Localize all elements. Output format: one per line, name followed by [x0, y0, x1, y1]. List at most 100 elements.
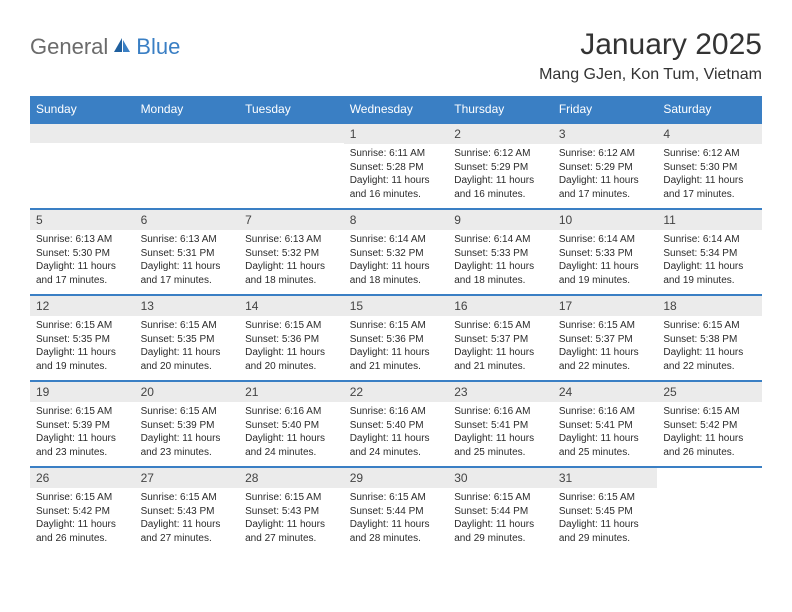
sunrise-text: Sunrise: 6:13 AM	[36, 233, 129, 247]
daylight-text: Daylight: 11 hours and 24 minutes.	[350, 432, 443, 459]
day-number: 6	[135, 210, 240, 230]
daylight-text: Daylight: 11 hours and 29 minutes.	[559, 518, 652, 545]
day-body: Sunrise: 6:15 AMSunset: 5:45 PMDaylight:…	[553, 488, 658, 549]
day-cell: 31Sunrise: 6:15 AMSunset: 5:45 PMDayligh…	[553, 467, 658, 553]
day-header-fri: Friday	[553, 96, 658, 123]
day-cell: 4Sunrise: 6:12 AMSunset: 5:30 PMDaylight…	[657, 123, 762, 209]
brand-part1: General	[30, 34, 108, 60]
day-body: Sunrise: 6:15 AMSunset: 5:44 PMDaylight:…	[344, 488, 449, 549]
day-number: 14	[239, 296, 344, 316]
day-body: Sunrise: 6:15 AMSunset: 5:37 PMDaylight:…	[448, 316, 553, 377]
daylight-text: Daylight: 11 hours and 24 minutes.	[245, 432, 338, 459]
day-number: 26	[30, 468, 135, 488]
day-cell: 30Sunrise: 6:15 AMSunset: 5:44 PMDayligh…	[448, 467, 553, 553]
day-cell: 15Sunrise: 6:15 AMSunset: 5:36 PMDayligh…	[344, 295, 449, 381]
day-body: Sunrise: 6:12 AMSunset: 5:30 PMDaylight:…	[657, 144, 762, 205]
day-header-tue: Tuesday	[239, 96, 344, 123]
day-number: 17	[553, 296, 658, 316]
page-header: General Blue January 2025 Mang GJen, Kon…	[30, 28, 762, 84]
day-number: 15	[344, 296, 449, 316]
day-body: Sunrise: 6:13 AMSunset: 5:32 PMDaylight:…	[239, 230, 344, 291]
daylight-text: Daylight: 11 hours and 26 minutes.	[663, 432, 756, 459]
sunrise-text: Sunrise: 6:12 AM	[559, 147, 652, 161]
day-body: Sunrise: 6:15 AMSunset: 5:42 PMDaylight:…	[30, 488, 135, 549]
week-row: 19Sunrise: 6:15 AMSunset: 5:39 PMDayligh…	[30, 381, 762, 467]
day-body: Sunrise: 6:13 AMSunset: 5:31 PMDaylight:…	[135, 230, 240, 291]
sunrise-text: Sunrise: 6:16 AM	[559, 405, 652, 419]
day-cell: 21Sunrise: 6:16 AMSunset: 5:40 PMDayligh…	[239, 381, 344, 467]
day-cell: 9Sunrise: 6:14 AMSunset: 5:33 PMDaylight…	[448, 209, 553, 295]
sunset-text: Sunset: 5:43 PM	[141, 505, 234, 519]
sunset-text: Sunset: 5:40 PM	[350, 419, 443, 433]
sunrise-text: Sunrise: 6:15 AM	[559, 319, 652, 333]
week-row: 26Sunrise: 6:15 AMSunset: 5:42 PMDayligh…	[30, 467, 762, 553]
day-header-sun: Sunday	[30, 96, 135, 123]
sunset-text: Sunset: 5:40 PM	[245, 419, 338, 433]
day-body: Sunrise: 6:15 AMSunset: 5:38 PMDaylight:…	[657, 316, 762, 377]
sunrise-text: Sunrise: 6:15 AM	[559, 491, 652, 505]
daylight-text: Daylight: 11 hours and 27 minutes.	[245, 518, 338, 545]
sunset-text: Sunset: 5:34 PM	[663, 247, 756, 261]
day-number: 3	[553, 124, 658, 144]
day-cell: 11Sunrise: 6:14 AMSunset: 5:34 PMDayligh…	[657, 209, 762, 295]
daylight-text: Daylight: 11 hours and 17 minutes.	[559, 174, 652, 201]
week-row: 12Sunrise: 6:15 AMSunset: 5:35 PMDayligh…	[30, 295, 762, 381]
sunrise-text: Sunrise: 6:15 AM	[141, 405, 234, 419]
day-number: 9	[448, 210, 553, 230]
day-cell: 29Sunrise: 6:15 AMSunset: 5:44 PMDayligh…	[344, 467, 449, 553]
day-cell: 10Sunrise: 6:14 AMSunset: 5:33 PMDayligh…	[553, 209, 658, 295]
brand-part2: Blue	[136, 34, 180, 60]
daylight-text: Daylight: 11 hours and 23 minutes.	[141, 432, 234, 459]
sunset-text: Sunset: 5:36 PM	[245, 333, 338, 347]
sunset-text: Sunset: 5:32 PM	[350, 247, 443, 261]
sunset-text: Sunset: 5:30 PM	[36, 247, 129, 261]
daylight-text: Daylight: 11 hours and 23 minutes.	[36, 432, 129, 459]
sunrise-text: Sunrise: 6:15 AM	[454, 491, 547, 505]
day-cell	[657, 467, 762, 553]
sunset-text: Sunset: 5:39 PM	[36, 419, 129, 433]
day-cell: 3Sunrise: 6:12 AMSunset: 5:29 PMDaylight…	[553, 123, 658, 209]
sail-icon	[112, 36, 132, 59]
brand-logo: General Blue	[30, 28, 180, 60]
day-number: 25	[657, 382, 762, 402]
sunrise-text: Sunrise: 6:15 AM	[454, 319, 547, 333]
day-body: Sunrise: 6:16 AMSunset: 5:41 PMDaylight:…	[448, 402, 553, 463]
day-body: Sunrise: 6:15 AMSunset: 5:36 PMDaylight:…	[344, 316, 449, 377]
day-cell: 5Sunrise: 6:13 AMSunset: 5:30 PMDaylight…	[30, 209, 135, 295]
daylight-text: Daylight: 11 hours and 17 minutes.	[36, 260, 129, 287]
sunset-text: Sunset: 5:29 PM	[454, 161, 547, 175]
month-title: January 2025	[539, 28, 762, 62]
sunset-text: Sunset: 5:37 PM	[454, 333, 547, 347]
day-number: 7	[239, 210, 344, 230]
day-number: 10	[553, 210, 658, 230]
day-body: Sunrise: 6:15 AMSunset: 5:35 PMDaylight:…	[30, 316, 135, 377]
daylight-text: Daylight: 11 hours and 25 minutes.	[454, 432, 547, 459]
daylight-text: Daylight: 11 hours and 22 minutes.	[663, 346, 756, 373]
day-cell: 8Sunrise: 6:14 AMSunset: 5:32 PMDaylight…	[344, 209, 449, 295]
sunrise-text: Sunrise: 6:15 AM	[245, 491, 338, 505]
week-row: 1Sunrise: 6:11 AMSunset: 5:28 PMDaylight…	[30, 123, 762, 209]
daylight-text: Daylight: 11 hours and 25 minutes.	[559, 432, 652, 459]
day-cell	[30, 123, 135, 209]
day-number: 31	[553, 468, 658, 488]
day-number: 23	[448, 382, 553, 402]
day-body: Sunrise: 6:15 AMSunset: 5:35 PMDaylight:…	[135, 316, 240, 377]
daylight-text: Daylight: 11 hours and 18 minutes.	[350, 260, 443, 287]
title-block: January 2025 Mang GJen, Kon Tum, Vietnam	[539, 28, 762, 84]
day-cell: 25Sunrise: 6:15 AMSunset: 5:42 PMDayligh…	[657, 381, 762, 467]
day-header-thu: Thursday	[448, 96, 553, 123]
day-cell: 19Sunrise: 6:15 AMSunset: 5:39 PMDayligh…	[30, 381, 135, 467]
day-number: 4	[657, 124, 762, 144]
location-text: Mang GJen, Kon Tum, Vietnam	[539, 66, 762, 84]
sunset-text: Sunset: 5:38 PM	[663, 333, 756, 347]
day-number: 11	[657, 210, 762, 230]
day-body: Sunrise: 6:15 AMSunset: 5:44 PMDaylight:…	[448, 488, 553, 549]
calendar-table: Sunday Monday Tuesday Wednesday Thursday…	[30, 96, 762, 553]
sunset-text: Sunset: 5:41 PM	[559, 419, 652, 433]
sunset-text: Sunset: 5:32 PM	[245, 247, 338, 261]
day-cell	[239, 123, 344, 209]
sunrise-text: Sunrise: 6:16 AM	[245, 405, 338, 419]
day-body: Sunrise: 6:14 AMSunset: 5:33 PMDaylight:…	[553, 230, 658, 291]
daylight-text: Daylight: 11 hours and 22 minutes.	[559, 346, 652, 373]
daylight-text: Daylight: 11 hours and 19 minutes.	[36, 346, 129, 373]
